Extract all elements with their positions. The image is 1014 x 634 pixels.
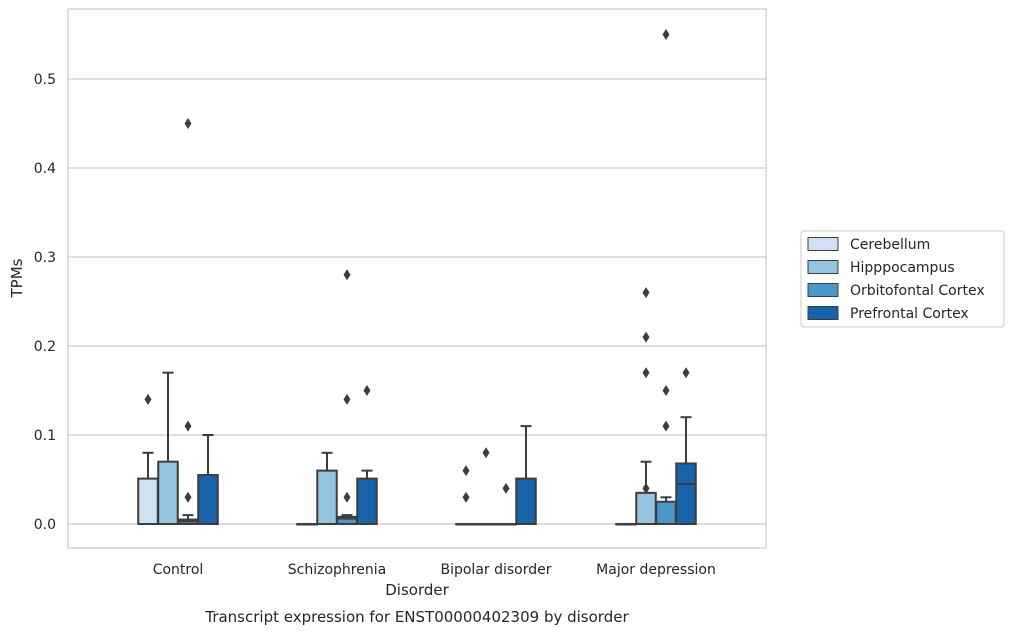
y-tick-label: 0.0 xyxy=(34,517,56,533)
box-body xyxy=(515,477,537,525)
plot-background xyxy=(68,9,766,548)
box-3-1 xyxy=(356,385,378,525)
legend: Cerebellum Hipppocampus Orbitofontal Corte… xyxy=(800,230,1005,328)
x-tick-label: Bipolar disorder xyxy=(440,562,551,578)
y-tick-labels: 0.0 0.1 0.2 0.3 0.4 0.5 xyxy=(34,72,56,533)
y-tick-label: 0.3 xyxy=(34,250,56,266)
box-body xyxy=(157,460,179,526)
chart-caption: Transcript expression for ENST0000040230… xyxy=(204,608,629,626)
outlier-point xyxy=(462,491,470,503)
boxes-layer xyxy=(137,29,697,526)
plot-frame xyxy=(67,8,767,549)
y-tick-label: 0.2 xyxy=(34,339,56,355)
legend-label: Prefrontal Cortex xyxy=(850,306,969,322)
box-1-0 xyxy=(157,371,179,526)
box-0-1 xyxy=(296,523,318,526)
legend-label: Hipppocampus xyxy=(850,260,955,276)
outlier-point xyxy=(343,269,351,281)
outlier-point xyxy=(662,29,670,40)
outlier-point xyxy=(482,447,490,459)
box-3-3 xyxy=(675,367,697,526)
outlier-point xyxy=(662,420,670,432)
y-tick-label: 0.4 xyxy=(34,161,56,177)
outlier-point xyxy=(642,287,650,299)
outlier-point xyxy=(184,118,192,129)
legend-swatch xyxy=(807,306,839,320)
legend-swatch xyxy=(807,260,839,274)
outlier-point xyxy=(642,482,650,494)
box-2-0 xyxy=(177,118,199,525)
y-tick-label: 0.5 xyxy=(34,72,56,88)
legend-label: Cerebellum xyxy=(850,237,930,253)
box-3-2 xyxy=(515,425,537,525)
outlier-point xyxy=(343,393,351,405)
y-axis-label: TPMs xyxy=(8,258,26,298)
box-2-1 xyxy=(336,269,358,526)
outlier-point xyxy=(502,482,510,494)
box-2-3 xyxy=(655,29,677,525)
box-body xyxy=(137,477,159,525)
box-body xyxy=(356,477,378,525)
legend-items: Cerebellum Hipppocampus Orbitofontal Corte… xyxy=(807,237,985,322)
box-body xyxy=(635,491,657,526)
x-tick-label: Schizophrenia xyxy=(288,562,386,578)
x-tick-label: Control xyxy=(153,562,204,578)
x-tick-labels: Control Schizophrenia Bipolar disorder Majo… xyxy=(153,562,716,578)
outlier-point xyxy=(184,491,192,503)
legend-frame xyxy=(800,230,1005,328)
legend-swatch xyxy=(807,237,839,251)
box-3-0 xyxy=(197,434,219,525)
box-body xyxy=(675,462,697,526)
legend-label: Orbitofontal Cortex xyxy=(850,283,985,299)
outlier-point xyxy=(682,367,690,379)
outlier-point xyxy=(144,393,152,405)
legend-swatch xyxy=(807,283,839,297)
outlier-point xyxy=(642,367,650,379)
outlier-point xyxy=(343,491,351,503)
box-0-3 xyxy=(615,523,637,526)
outlier-point xyxy=(462,465,470,477)
outlier-point xyxy=(363,385,371,396)
y-tick-label: 0.1 xyxy=(34,428,56,444)
outlier-point xyxy=(662,385,670,396)
box-1-1 xyxy=(316,451,338,526)
x-axis-label: Disorder xyxy=(385,581,449,599)
box-body xyxy=(316,469,338,526)
outlier-point xyxy=(642,331,650,343)
x-tick-label: Major depression xyxy=(596,562,716,578)
outlier-point xyxy=(184,420,192,432)
box-body xyxy=(655,500,677,525)
box-body xyxy=(197,474,219,525)
